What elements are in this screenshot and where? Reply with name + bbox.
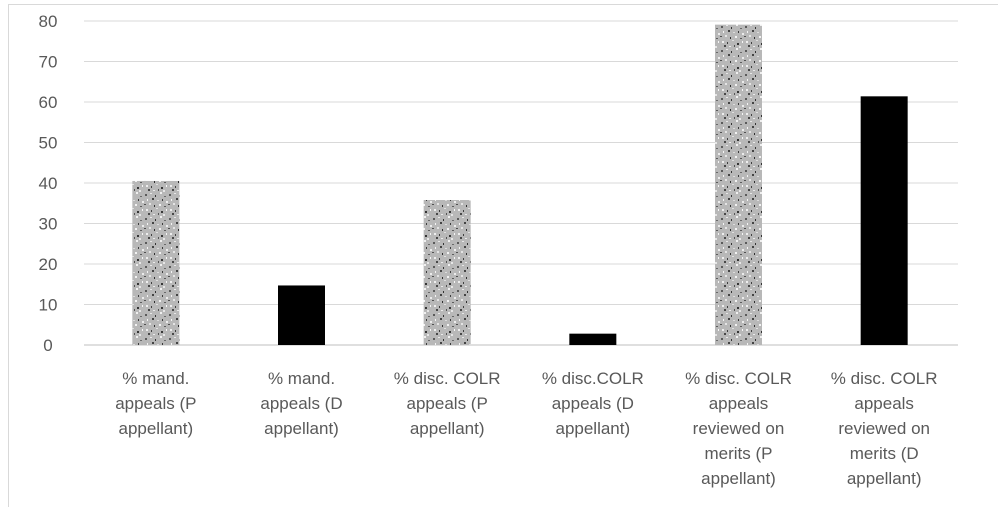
bar-3 (423, 200, 471, 345)
chart-frame (8, 4, 998, 507)
x-category-label: % mand. (268, 369, 335, 388)
bar-4 (569, 333, 617, 345)
bar-2 (278, 285, 325, 345)
x-category-label: merits (P (705, 444, 773, 463)
x-axis: % mand. appeals (P appellant) % mand. appeal… (115, 369, 937, 488)
y-tick-label: 60 (39, 93, 58, 112)
x-category-label: merits (D (850, 444, 919, 463)
x-category-label: appeals (D (260, 394, 342, 413)
x-category-label: reviewed on (838, 419, 930, 438)
x-category-label: % disc. COLR (394, 369, 501, 388)
bar-6 (860, 96, 908, 345)
x-category-label: appellant) (410, 419, 485, 438)
x-category-label: % disc. COLR (831, 369, 938, 388)
x-category-label: appeals (709, 394, 769, 413)
x-category-label: appeals (P (407, 394, 488, 413)
bar-5 (715, 24, 762, 346)
x-category-label: % disc.COLR (542, 369, 644, 388)
y-axis: 0 10 20 30 40 50 60 70 80 (39, 12, 58, 355)
x-category-label: appeals (D (552, 394, 634, 413)
y-tick-label: 10 (39, 296, 58, 315)
y-tick-label: 50 (39, 134, 58, 153)
x-category-label: reviewed on (693, 419, 785, 438)
x-category-label: appeals (P (115, 394, 196, 413)
y-tick-label: 20 (39, 255, 58, 274)
y-tick-label: 80 (39, 12, 58, 31)
y-tick-label: 40 (39, 174, 58, 193)
gridlines (84, 20, 958, 346)
x-category-label: appellant) (701, 469, 776, 488)
x-category-label: appellant) (264, 419, 339, 438)
bar-1 (132, 180, 180, 345)
x-category-label: % mand. (122, 369, 189, 388)
x-category-label: appellant) (847, 469, 922, 488)
y-tick-label: 70 (39, 53, 58, 72)
bars (132, 24, 908, 346)
x-category-label: appellant) (555, 419, 630, 438)
y-tick-label: 30 (39, 215, 58, 234)
x-category-label: appeals (854, 394, 914, 413)
y-tick-label: 0 (43, 336, 52, 355)
x-category-label: appellant) (118, 419, 193, 438)
x-category-label: % disc. COLR (685, 369, 792, 388)
